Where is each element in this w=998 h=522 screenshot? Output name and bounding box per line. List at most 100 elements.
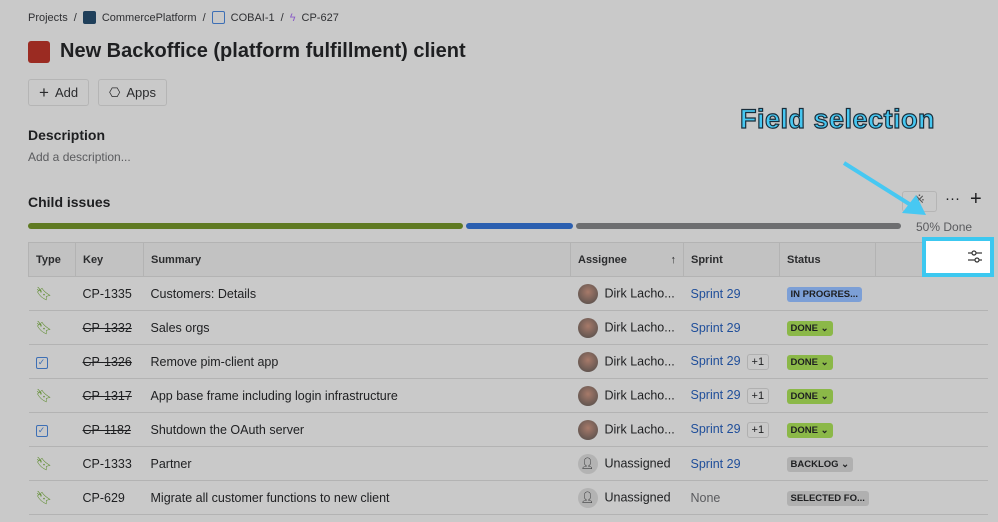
sprint-cell[interactable]: Sprint 29 +1 [683,378,780,413]
progress-in-progress [466,223,573,229]
annotation-label: Field selection [739,103,936,134]
avatar [577,419,598,440]
status-badge[interactable]: IN PROGRES... [786,286,863,302]
progress-done [28,223,463,229]
status-badge[interactable]: DONE ⌄ [786,422,833,438]
assignee-cell[interactable]: 👤︎ Unassigned [570,480,684,515]
table-row[interactable]: 🔖︎ CP-1332 Sales orgs Dirk Lacho... Spri… [28,310,988,345]
add-child-icon[interactable]: + [970,188,982,210]
issue-summary[interactable]: Shutdown the OAuth server [143,412,571,447]
status-cell[interactable]: DONE ⌄ [779,412,876,447]
page-title[interactable]: New Backoffice (platform fulfillment) cl… [60,40,466,62]
task-checkbox-icon [211,11,225,24]
sprint-cell[interactable]: Sprint 29 [683,276,780,311]
avatar [577,385,598,406]
col-status[interactable]: Status [778,242,877,277]
issue-summary[interactable]: Migrate all customer functions to new cl… [143,480,571,515]
sprint-cell[interactable]: Sprint 29 +1 [683,344,780,379]
avatar-unassigned: 👤︎ [577,453,598,474]
assignee-cell[interactable]: Dirk Lacho... [570,412,684,447]
avatar [577,351,598,372]
breadcrumb-epic[interactable]: COBAI-1 [230,11,275,24]
sprint-more-badge[interactable]: +1 [746,353,770,370]
progress-todo [576,223,901,229]
description-field[interactable]: Add a description... [28,150,131,164]
assignee-cell[interactable]: 👤︎ Unassigned [570,446,684,481]
issue-key[interactable]: CP-1335 [75,276,144,311]
breadcrumb: Projects / CommercePlatform / COBAI-1/ ϟ C… [28,11,339,24]
description-heading: Description [28,127,106,143]
task-icon: ✓ [35,425,48,437]
annotation-arrow-icon [842,161,926,215]
status-cell[interactable]: BACKLOG ⌄ [779,446,876,481]
story-bookmark-icon: 🔖︎ [35,489,53,505]
add-button[interactable]: + Add [28,79,90,106]
story-bookmark-icon: 🔖︎ [35,319,53,335]
status-badge[interactable]: DONE ⌄ [786,320,833,336]
status-badge[interactable]: BACKLOG ⌄ [786,456,854,472]
avatar [577,283,598,304]
apps-button[interactable]: ⎔ Apps [98,79,167,106]
breadcrumb-projects[interactable]: Projects [28,11,68,24]
table-row[interactable]: 🔖︎ CP-629 Migrate all customer functions… [28,480,988,515]
issue-key[interactable]: CP-1182 [75,412,144,447]
table-row[interactable]: 🔖︎ CP-1317 App base frame including logi… [28,378,988,413]
apps-icon: ⎔ [109,84,121,100]
issue-summary[interactable]: Remove pim-client app [143,344,571,379]
assignee-cell[interactable]: Dirk Lacho... [570,310,684,345]
table-row[interactable]: 🔖︎ CP-1333 Partner 👤︎ Unassigned Sprint 2… [28,446,988,481]
issue-key[interactable]: CP-1317 [75,378,144,413]
sprint-cell[interactable]: Sprint 29 [683,446,780,481]
status-cell[interactable]: DONE ⌄ [779,310,876,345]
table-row[interactable]: ✓ CP-1326 Remove pim-client app Dirk Lac… [28,344,988,379]
story-bookmark-icon: 🔖︎ [35,285,53,301]
status-badge[interactable]: DONE ⌄ [786,388,833,404]
avatar [577,317,598,338]
task-icon: ✓ [35,357,48,369]
sprint-more-badge[interactable]: +1 [746,387,770,404]
issue-key[interactable]: CP-1332 [75,310,144,345]
col-key[interactable]: Key [75,242,144,277]
subtask-lightning-icon: ϟ [289,11,296,24]
issue-summary[interactable]: App base frame including login infrastru… [143,378,571,413]
sprint-more-badge[interactable]: +1 [746,421,770,438]
issue-title-row: New Backoffice (platform fulfillment) cl… [28,40,466,63]
plus-icon: + [39,82,49,102]
assignee-cell[interactable]: Dirk Lacho... [570,344,684,379]
col-summary[interactable]: Summary [143,242,571,277]
sprint-cell[interactable]: None [683,480,780,515]
issue-key[interactable]: CP-1333 [75,446,144,481]
breadcrumb-issue[interactable]: CP-627 [301,11,339,24]
issue-key[interactable]: CP-629 [75,480,144,515]
table-row[interactable]: 🔖︎ CP-1335 Customers: Details Dirk Lacho… [28,276,988,311]
sort-up-icon[interactable]: ↑ [670,253,677,266]
col-type[interactable]: Type [28,242,76,277]
issue-summary[interactable]: Customers: Details [143,276,571,311]
status-cell[interactable]: DONE ⌄ [779,344,876,379]
field-selection-button[interactable] [922,237,994,277]
assignee-cell[interactable]: Dirk Lacho... [570,276,684,311]
project-icon [82,11,96,24]
child-issues-table: Type Key Summary Assignee ↑ Sprint Status… [28,242,988,515]
status-cell[interactable]: SELECTED FO... [779,480,876,515]
issue-summary[interactable]: Sales orgs [143,310,571,345]
avatar-unassigned: 👤︎ [577,487,598,508]
progress-text: 50% Done [916,220,973,234]
col-sprint[interactable]: Sprint [683,242,780,277]
sprint-cell[interactable]: Sprint 29 +1 [683,412,780,447]
status-badge[interactable]: SELECTED FO... [786,490,869,506]
status-badge[interactable]: DONE ⌄ [786,354,833,370]
more-icon[interactable]: ··· [945,190,960,207]
breadcrumb-project[interactable]: CommercePlatform [101,11,197,24]
child-issues-heading: Child issues [28,194,111,210]
issue-key[interactable]: CP-1326 [75,344,144,379]
status-cell[interactable]: IN PROGRES... [779,276,876,311]
sprint-cell[interactable]: Sprint 29 [683,310,780,345]
table-row[interactable]: ✓ CP-1182 Shutdown the OAuth server Dirk… [28,412,988,447]
issue-summary[interactable]: Partner [143,446,571,481]
assignee-cell[interactable]: Dirk Lacho... [570,378,684,413]
col-assignee[interactable]: Assignee ↑ [570,242,684,277]
sliders-icon [968,250,982,263]
story-bookmark-icon: 🔖︎ [35,455,53,471]
status-cell[interactable]: DONE ⌄ [779,378,876,413]
